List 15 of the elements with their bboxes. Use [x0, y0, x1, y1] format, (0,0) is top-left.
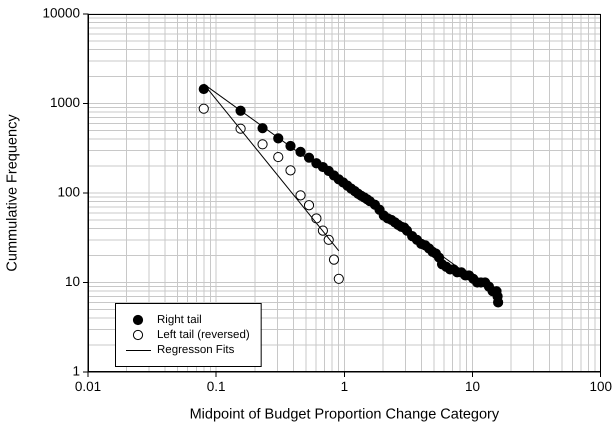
legend-label: Left tail (reversed)	[157, 329, 250, 342]
y-tick-label: 1000	[50, 95, 80, 110]
x-tick-label: 10	[465, 378, 480, 394]
legend-label: Regresson Fits	[157, 344, 235, 356]
x-axis-title: Midpoint of Budget Proportion Change Category	[190, 406, 500, 422]
legend-label: Right tail	[157, 314, 202, 326]
y-tick-label: 10	[64, 274, 80, 290]
y-tick-label: 100	[57, 184, 80, 200]
x-tick-label: 0.1	[206, 378, 226, 394]
y-tick-label: 1	[72, 364, 80, 379]
y-tick-label: 10000	[42, 6, 80, 21]
x-tick-label: 0.01	[74, 378, 102, 394]
x-tick-label: 1	[340, 378, 348, 394]
x-tick-label: 100	[589, 378, 612, 394]
y-axis-title: Cummulative Frequency	[4, 114, 21, 272]
